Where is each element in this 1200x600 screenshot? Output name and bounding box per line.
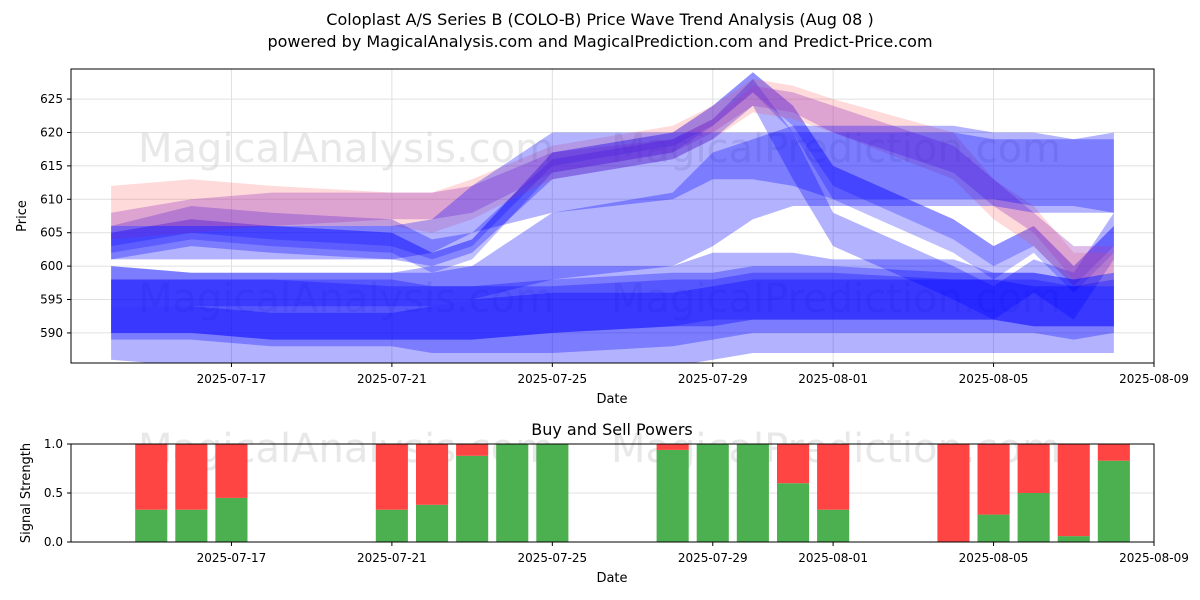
price-band (111, 79, 1114, 320)
power-x-ticks: 2025-07-17 2025-07-21 2025-07-25 2025-07-29… (197, 542, 1189, 565)
price-band (111, 125, 1114, 307)
power-x-tick-label: 2025-07-17 (197, 551, 267, 565)
price-band (111, 85, 1114, 280)
power-x-tick-label: 2025-08-09 (1119, 551, 1189, 565)
price-y-tick-label: 610 (40, 192, 63, 206)
price-y-axis-label: Price (15, 200, 30, 232)
price-y-tick-label: 595 (40, 293, 63, 307)
power-x-tick-label: 2025-07-29 (678, 551, 748, 565)
price-y-tick-label: 625 (40, 92, 63, 106)
price-x-ticks: 2025-07-17 2025-07-21 2025-07-25 2025-07-29… (197, 363, 1189, 386)
price-x-tick-label: 2025-07-21 (357, 372, 427, 386)
watermark-text: MagicalAnalysis.com (138, 126, 554, 172)
buy-bar (736, 444, 769, 542)
power-chart: MagicalAnalysis.com MagicalPrediction.co… (19, 420, 1189, 586)
sell-bar (375, 444, 408, 510)
sell-bar (1017, 444, 1050, 493)
power-x-axis-label: Date (596, 571, 627, 586)
price-x-tick-label: 2025-08-09 (1119, 372, 1189, 386)
buy-bar (536, 444, 569, 542)
sell-bar (656, 444, 689, 450)
price-x-tick-label: 2025-08-05 (959, 372, 1029, 386)
price-y-tick-label: 605 (40, 226, 63, 240)
power-x-tick-label: 2025-08-05 (959, 551, 1029, 565)
power-x-tick-label: 2025-07-21 (357, 551, 427, 565)
sell-bar (456, 444, 489, 456)
price-axes-frame (70, 68, 1155, 364)
price-y-tick-label: 620 (40, 125, 63, 139)
price-x-tick-label: 2025-07-25 (517, 372, 587, 386)
price-band (111, 72, 1114, 287)
price-band (111, 279, 1114, 340)
price-y-tick-label: 615 (40, 159, 63, 173)
sell-bar (817, 444, 850, 510)
buy-bar (977, 514, 1010, 542)
chart-title: Coloplast A/S Series B (COLO-B) Price Wa… (326, 10, 874, 29)
power-y-tick-label: 0.5 (44, 486, 63, 500)
price-band (111, 72, 1114, 293)
buy-bar (496, 444, 529, 542)
sell-bar (175, 444, 208, 510)
price-x-axis-label: Date (596, 392, 627, 407)
power-y-axis-label: Signal Strength (19, 443, 34, 543)
sell-bar (777, 444, 810, 484)
chart-subtitle: powered by MagicalAnalysis.com and Magic… (267, 32, 933, 51)
power-y-tick-label: 1.0 (44, 437, 63, 451)
watermark-text: MagicalPrediction.com (611, 276, 1061, 322)
price-band (111, 79, 1114, 287)
watermark-text: MagicalAnalysis.com (138, 276, 554, 322)
buy-bar (1017, 493, 1050, 542)
price-y-tick-label: 590 (40, 326, 63, 340)
buy-bar (656, 449, 689, 542)
price-y-tick-label: 600 (40, 259, 63, 273)
buy-bar (696, 444, 729, 542)
sell-bar (1097, 444, 1130, 461)
price-band (111, 132, 1114, 260)
price-band (111, 272, 1114, 353)
sell-bar (416, 444, 449, 505)
price-y-ticks: 590 595 600 605 610 615 620 625 (40, 92, 71, 340)
price-x-tick-label: 2025-07-29 (678, 372, 748, 386)
power-x-tick-label: 2025-08-01 (798, 551, 868, 565)
buy-bar (416, 504, 449, 542)
buy-bar (215, 497, 248, 542)
sell-bar (135, 444, 168, 510)
price-x-tick-label: 2025-07-17 (197, 372, 267, 386)
buy-bar (135, 509, 168, 542)
price-bands (111, 72, 1114, 363)
power-title: Buy and Sell Powers (531, 420, 693, 439)
price-watermarks: MagicalAnalysis.com MagicalPrediction.co… (138, 126, 1061, 322)
buy-bar (456, 455, 489, 542)
watermark-text: MagicalPrediction.com (611, 126, 1061, 172)
price-band (111, 266, 1114, 340)
buy-bar (1057, 536, 1090, 542)
power-x-tick-label: 2025-07-25 (517, 551, 587, 565)
price-chart: MagicalAnalysis.com MagicalPrediction.co… (15, 68, 1189, 407)
buy-bar (1097, 460, 1130, 542)
buy-bar (777, 483, 810, 542)
buy-bar (375, 509, 408, 542)
price-x-tick-label: 2025-08-01 (798, 372, 868, 386)
power-y-ticks: 0.0 0.5 1.0 (44, 437, 71, 549)
sell-bar (977, 444, 1010, 515)
power-bars (135, 444, 1130, 542)
sell-bar (937, 444, 970, 542)
buy-bar (175, 509, 208, 542)
buy-bar (817, 509, 850, 542)
sell-bar (1057, 444, 1090, 537)
sell-bar (215, 444, 248, 498)
price-band (111, 252, 1114, 363)
power-y-tick-label: 0.0 (44, 535, 63, 549)
